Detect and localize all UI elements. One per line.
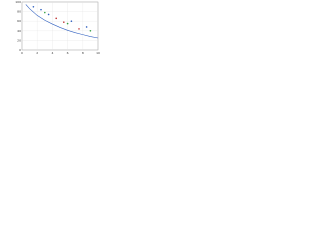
point <box>85 26 88 28</box>
point <box>47 13 50 16</box>
point <box>40 8 42 11</box>
point <box>32 5 35 8</box>
point <box>66 22 69 25</box>
y-tick-label: 60 <box>17 19 21 23</box>
y-tick-label: 20 <box>17 38 21 42</box>
x-tick-label: 2 <box>36 51 38 55</box>
plot-frame <box>21 1 99 51</box>
x-tick-label: 8 <box>82 51 84 55</box>
y-tick-label: 100 <box>15 0 21 4</box>
point <box>70 20 73 23</box>
y-tick-label: 40 <box>17 29 21 33</box>
point <box>89 30 92 32</box>
x-tick-label: 10 <box>96 51 100 55</box>
y-tick-label: 0 <box>19 48 21 52</box>
x-tick-label: 6 <box>67 51 69 55</box>
point <box>78 28 80 30</box>
curve <box>25 4 99 39</box>
x-tick-label: 4 <box>51 51 53 55</box>
point <box>63 21 65 23</box>
point <box>55 17 57 20</box>
point <box>44 11 46 14</box>
y-tick-label: 80 <box>17 10 21 14</box>
x-tick-label: 0 <box>21 51 23 55</box>
